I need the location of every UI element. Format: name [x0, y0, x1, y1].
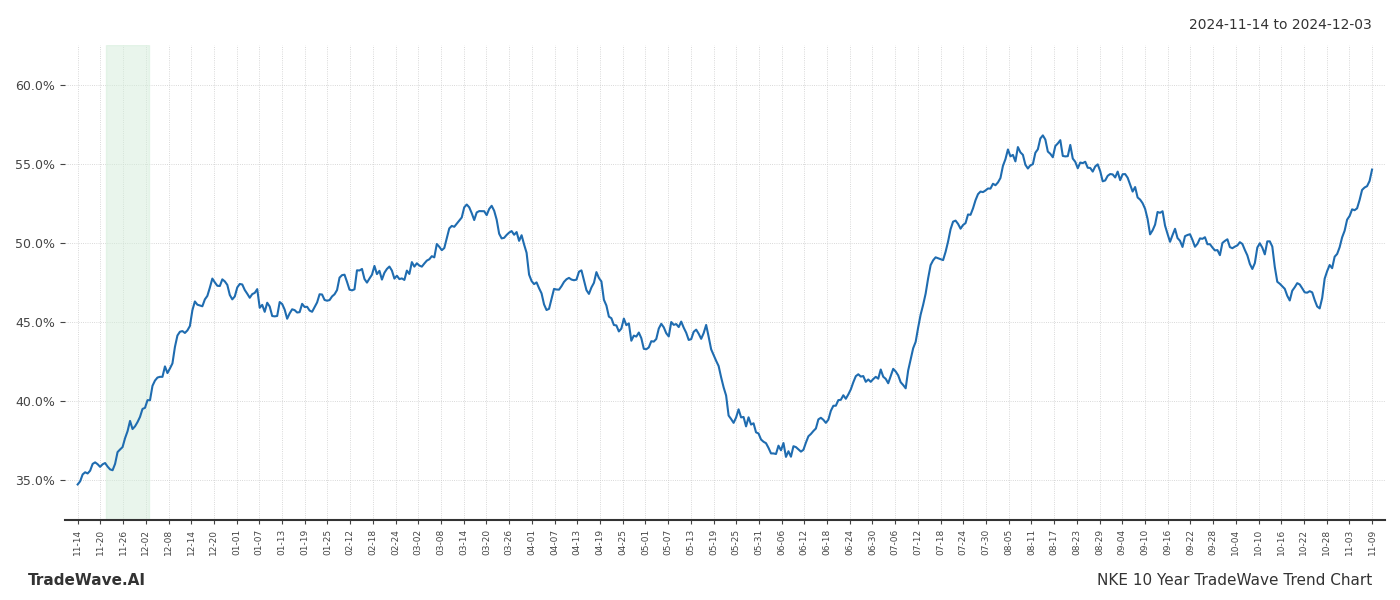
Text: NKE 10 Year TradeWave Trend Chart: NKE 10 Year TradeWave Trend Chart — [1096, 573, 1372, 588]
Bar — [106, 45, 148, 520]
Text: 2024-11-14 to 2024-12-03: 2024-11-14 to 2024-12-03 — [1189, 18, 1372, 32]
Text: TradeWave.AI: TradeWave.AI — [28, 573, 146, 588]
